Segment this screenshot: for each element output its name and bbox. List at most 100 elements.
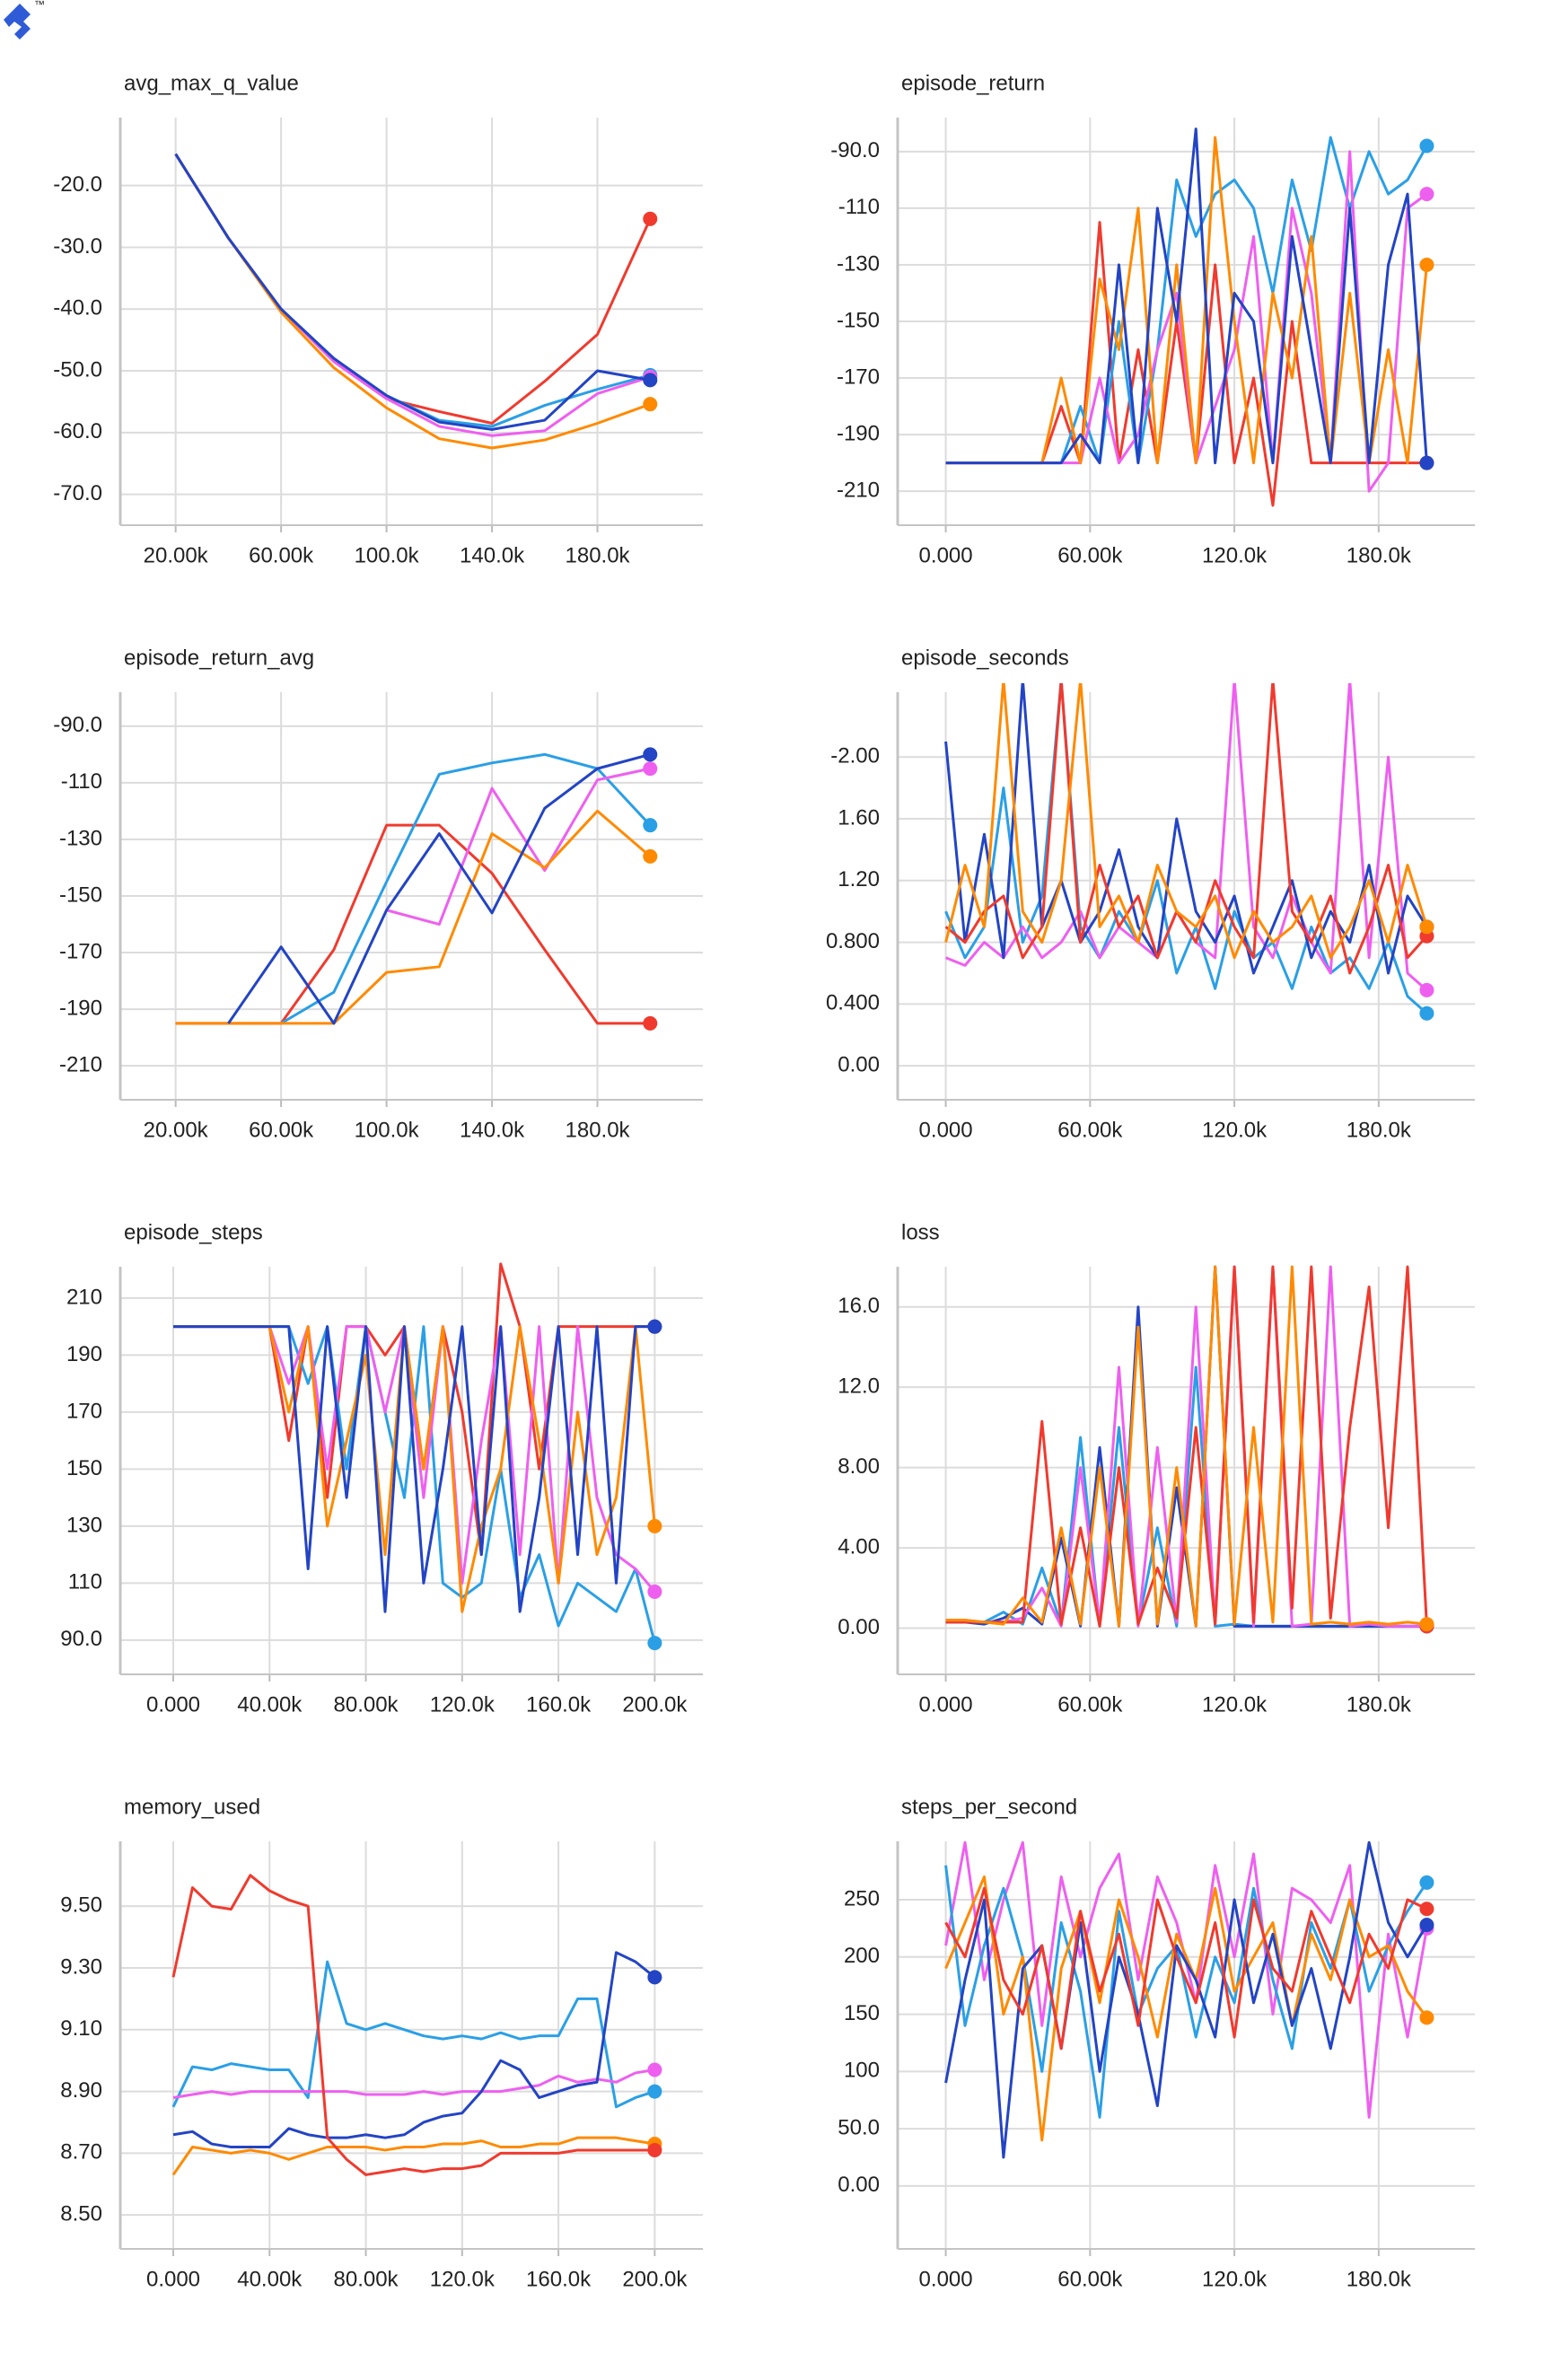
end-marker [643, 747, 658, 762]
end-marker [643, 761, 658, 777]
y-tick-label: 0.00 [838, 2173, 880, 2197]
y-tick-label: 110 [68, 1570, 102, 1594]
y-tick-label: 8.00 [838, 1454, 880, 1479]
x-tick-label: 60.00k [1057, 1118, 1123, 1142]
x-tick-label: 120.0k [1202, 1118, 1268, 1142]
y-tick-label: -20.0 [53, 172, 102, 197]
y-tick-label: 9.10 [60, 2016, 102, 2041]
x-tick-label: 60.00k [249, 543, 314, 567]
x-tick-label: 60.00k [249, 1118, 314, 1142]
end-marker [1419, 1901, 1434, 1917]
y-tick-label: -190 [59, 996, 102, 1020]
end-marker [647, 1636, 662, 1651]
chart-title: episode_return [901, 71, 1045, 95]
chart-title: episode_return_avg [124, 645, 314, 670]
series-line [173, 1325, 655, 1613]
series-line [944, 683, 1428, 975]
series-line [174, 153, 651, 428]
x-tick-label: 140.0k [460, 543, 525, 567]
y-tick-label: 8.50 [60, 2202, 102, 2226]
chart-panel: avg_max_q_value -20.0 -30.0 -40.0 -50.0 -60.0… [53, 71, 703, 567]
logo-icon [4, 4, 31, 40]
chart-title: episode_seconds [901, 645, 1069, 670]
x-tick-label: 120.0k [1202, 2267, 1268, 2291]
x-tick-label: 40.00k [237, 1692, 303, 1717]
chart-title: episode_steps [124, 1220, 263, 1244]
y-tick-label: 8.70 [60, 2140, 102, 2165]
chart-title: avg_max_q_value [124, 71, 299, 95]
y-tick-label: 250 [844, 1886, 880, 1910]
series-line [171, 2136, 655, 2176]
x-tick-label: 100.0k [355, 543, 420, 567]
series-line [280, 752, 652, 1025]
y-tick-label: -210 [59, 1053, 102, 1077]
y-tick-label: 150 [66, 1456, 102, 1480]
series-line [944, 683, 1428, 960]
x-tick-label: 0.000 [919, 2267, 973, 2291]
end-marker [1419, 455, 1434, 470]
chart-panel: episode_return -90.0 -110 -130 -150 -170 -190 -… [830, 71, 1475, 567]
x-tick-label: 180.0k [1347, 543, 1412, 567]
end-marker [1419, 257, 1434, 272]
series-line [175, 823, 651, 1025]
x-tick-label: 180.0k [1347, 2267, 1412, 2291]
y-tick-label: -90.0 [53, 713, 102, 737]
chart-title: steps_per_second [901, 1795, 1077, 1819]
y-tick-label: -50.0 [53, 357, 102, 382]
y-tick-label: 200 [844, 1944, 880, 1968]
series-line [175, 809, 652, 1025]
x-tick-label: 0.000 [146, 2267, 200, 2291]
series-line [171, 1874, 655, 2176]
y-tick-label: 190 [66, 1342, 102, 1366]
plot-area [945, 1265, 1434, 1634]
series-line [172, 1951, 656, 2148]
series-line [386, 767, 651, 927]
y-tick-label: -170 [59, 939, 102, 963]
x-tick-label: 0.000 [146, 1692, 200, 1717]
y-tick-label: -150 [837, 308, 880, 332]
series-line [171, 1960, 655, 2109]
x-tick-label: 120.0k [430, 2267, 496, 2291]
x-tick-label: 0.000 [919, 1118, 973, 1142]
x-tick-label: 180.0k [1347, 1118, 1412, 1142]
end-marker [643, 211, 658, 226]
chart-panel: episode_return_avg -90.0 -110 -130 -150 -170 -… [53, 645, 703, 1142]
y-tick-label: 170 [66, 1399, 102, 1423]
x-tick-label: 180.0k [1347, 1692, 1412, 1717]
y-tick-label: -130 [837, 251, 880, 276]
y-tick-label: 16.0 [838, 1294, 880, 1318]
y-tick-label: 210 [66, 1285, 102, 1309]
plot-area [945, 127, 1434, 507]
end-marker [647, 1518, 662, 1533]
chart-title: memory_used [124, 1795, 260, 1819]
x-tick-label: 80.00k [334, 1692, 399, 1717]
y-tick-label: -2.00 [830, 744, 880, 768]
series-line [944, 1865, 1428, 2119]
plot-area [944, 1840, 1434, 2159]
chart-panel: loss 16.0 12.0 8.00 4.00 0.00 0.000 60.00k 120.0… [838, 1220, 1475, 1717]
y-tick-label: 0.400 [826, 991, 880, 1015]
end-marker [1419, 1875, 1434, 1890]
series-line [945, 136, 1428, 465]
end-marker [643, 848, 658, 864]
y-tick-label: -60.0 [53, 419, 102, 444]
plot-area [173, 1262, 662, 1651]
series-line [174, 153, 651, 437]
y-tick-label: 150 [844, 2001, 880, 2025]
x-tick-label: 20.00k [144, 543, 209, 567]
y-tick-label: -190 [837, 421, 880, 445]
x-tick-label: 120.0k [1202, 543, 1268, 567]
chart-panel: episode_seconds -2.00 1.60 1.20 0.800 0.400 0.… [826, 645, 1475, 1142]
series-line [944, 683, 1428, 975]
series-line [174, 153, 651, 431]
y-tick-label: 0.00 [838, 1053, 880, 1077]
x-tick-label: 60.00k [1057, 2267, 1123, 2291]
y-tick-label: 8.90 [60, 2078, 102, 2103]
y-tick-label: 90.0 [60, 1627, 102, 1651]
y-tick-label: 4.00 [838, 1534, 880, 1559]
plot-area [944, 683, 1434, 1021]
y-tick-label: 100 [844, 2059, 880, 2083]
end-marker [1419, 1006, 1434, 1021]
